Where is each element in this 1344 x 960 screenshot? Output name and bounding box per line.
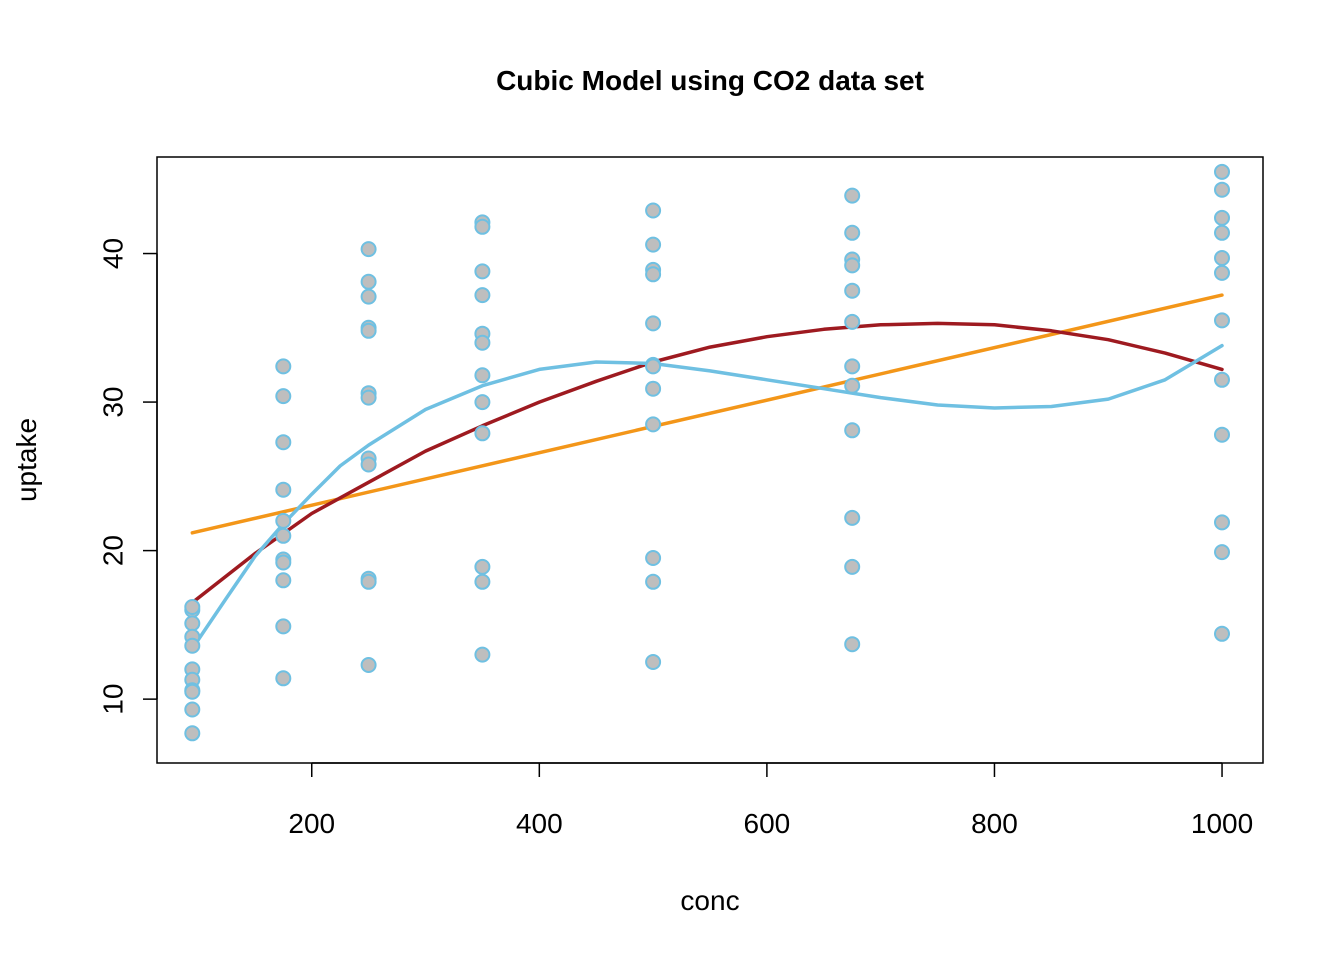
y-axis-label: uptake	[11, 418, 42, 502]
y-axis: 10 20 30 40	[98, 238, 158, 715]
data-point	[1214, 209, 1230, 226]
data-point	[275, 527, 292, 544]
data-point	[474, 287, 491, 304]
data-point	[360, 389, 377, 406]
data-point	[844, 282, 861, 299]
data-point	[184, 599, 201, 615]
data-point	[360, 657, 377, 673]
x-tick-label: 200	[288, 808, 335, 839]
data-point	[474, 573, 491, 590]
data-point	[275, 481, 292, 498]
data-point	[474, 218, 491, 235]
chart-title: Cubic Model using CO2 data set	[496, 65, 924, 96]
data-point	[1214, 544, 1230, 561]
data-point	[844, 377, 861, 394]
data-point	[1214, 163, 1230, 180]
x-tick-label: 400	[516, 808, 563, 839]
x-tick-label: 800	[971, 808, 1018, 839]
plot-frame	[156, 156, 1264, 764]
data-point	[844, 636, 861, 653]
fit-curves	[190, 293, 1224, 651]
data-point	[844, 187, 861, 204]
data-point	[360, 322, 377, 339]
data-point	[474, 394, 491, 411]
data-point	[474, 263, 491, 280]
data-point	[275, 670, 292, 687]
data-point	[645, 380, 662, 397]
data-point	[1214, 250, 1230, 266]
data-point	[275, 554, 292, 571]
data-point	[474, 425, 491, 442]
data-point	[645, 550, 662, 566]
data-point	[474, 367, 491, 384]
data-point	[474, 558, 491, 575]
y-tick-label: 30	[98, 386, 129, 417]
data-point	[645, 236, 662, 253]
data-point	[184, 725, 201, 742]
data-point	[275, 572, 292, 589]
data-point	[645, 266, 662, 283]
data-point	[275, 434, 292, 451]
data-point	[360, 456, 377, 473]
data-point	[645, 416, 662, 433]
data-point	[184, 637, 201, 654]
data-point	[184, 701, 201, 718]
fit-curve-1	[190, 293, 1224, 535]
data-point	[1214, 181, 1230, 198]
data-point	[360, 288, 377, 305]
data-point	[1214, 625, 1230, 642]
y-tick-label: 40	[98, 238, 129, 269]
data-point	[474, 334, 491, 351]
data-point	[844, 224, 861, 241]
data-point	[844, 358, 861, 375]
data-point	[844, 257, 861, 274]
data-point	[275, 512, 292, 529]
x-axis: 200 400 600 800 1000	[288, 762, 1253, 839]
data-point	[844, 313, 861, 330]
data-point	[844, 422, 861, 439]
data-point	[645, 315, 662, 332]
data-point	[1214, 514, 1230, 531]
data-point	[275, 388, 292, 405]
y-tick-label: 20	[98, 535, 129, 566]
fit-curve-3	[190, 343, 1224, 651]
data-point	[1214, 371, 1230, 388]
data-point	[1214, 264, 1230, 281]
data-point	[184, 683, 201, 700]
data-point	[1214, 426, 1230, 443]
data-point	[360, 241, 377, 258]
data-point	[275, 618, 292, 635]
x-tick-label: 600	[744, 808, 791, 839]
data-point	[184, 615, 201, 632]
data-points	[184, 163, 1230, 742]
data-point	[1214, 224, 1230, 241]
data-point	[645, 202, 662, 219]
data-point	[844, 509, 861, 526]
x-tick-label: 1000	[1191, 808, 1253, 839]
y-tick-label: 10	[98, 684, 129, 715]
data-point	[474, 646, 491, 663]
data-point	[360, 273, 377, 290]
data-point	[844, 558, 861, 575]
x-axis-label: conc	[680, 885, 739, 916]
fit-curve-2	[190, 321, 1224, 605]
data-point	[645, 358, 662, 375]
data-point	[645, 654, 662, 670]
data-point	[360, 573, 377, 590]
data-point	[645, 573, 662, 590]
data-point	[1214, 312, 1230, 329]
data-point	[275, 358, 292, 375]
